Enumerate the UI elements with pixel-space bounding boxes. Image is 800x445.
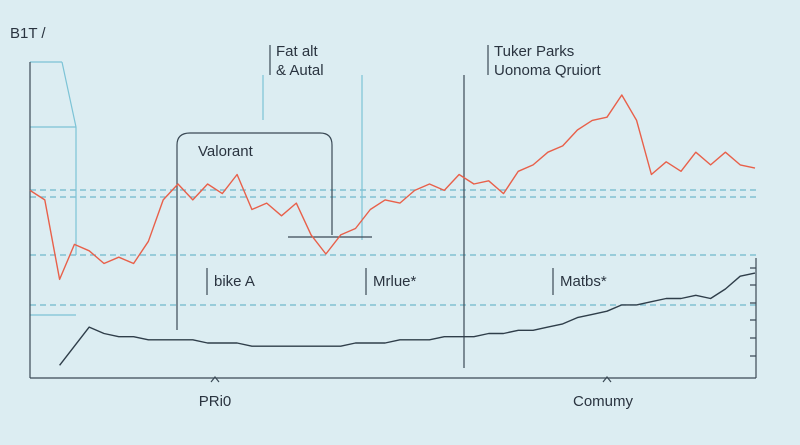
annotation: Matbs* [560, 273, 607, 290]
x-label: Comumy [573, 393, 634, 410]
x-label: PRi0 [199, 393, 232, 410]
annotation: Fat alt [276, 43, 319, 60]
chart-title: B1T / [10, 25, 46, 42]
annotation: Valorant [198, 143, 254, 160]
annotation: & Autal [276, 62, 324, 79]
annotation: Uonoma Qruiort [494, 62, 602, 79]
decor [29, 45, 758, 383]
annotation: Mrlue* [373, 273, 417, 290]
annotation: bike A [214, 273, 255, 290]
annotation: Tuker Parks [494, 43, 574, 60]
line-series [29, 94, 756, 281]
line-series [59, 272, 756, 366]
